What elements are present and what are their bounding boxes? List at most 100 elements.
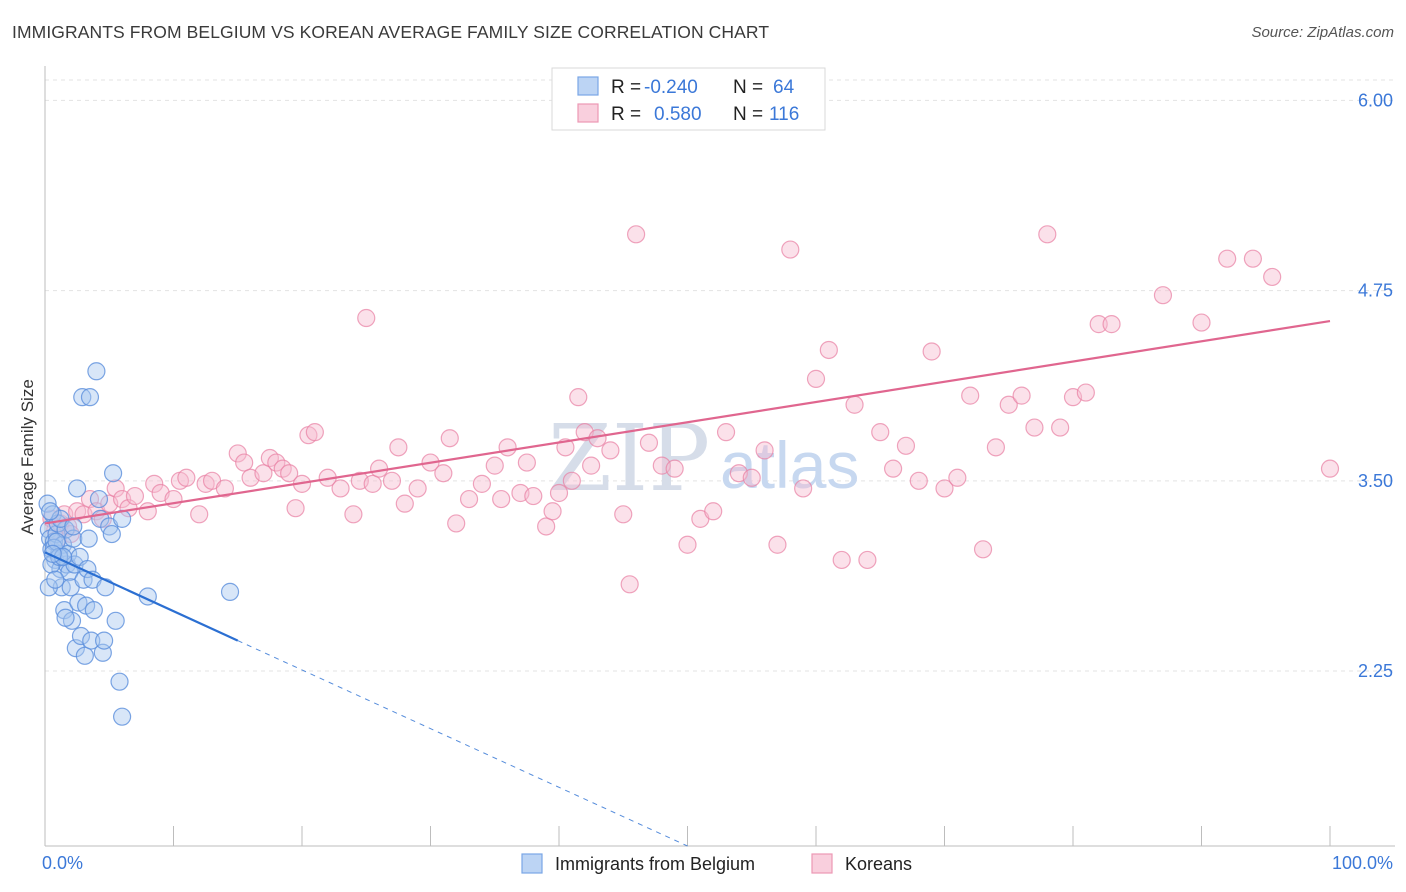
belgium-point-41 — [95, 631, 114, 650]
korean-point-116 — [1263, 267, 1282, 287]
korean-point-91 — [845, 395, 864, 414]
korean-point-38 — [305, 423, 324, 442]
korean-point-86 — [781, 240, 800, 259]
korean-point-114 — [1218, 249, 1237, 268]
trend-lines — [44, 319, 1331, 847]
korean-point-97 — [922, 342, 941, 361]
korean-point-80 — [704, 502, 723, 521]
belgium-point-32 — [79, 529, 98, 548]
legend-r-label-1: R = — [611, 77, 641, 98]
korean-point-101 — [973, 540, 993, 559]
belgium-point-46 — [106, 611, 125, 630]
korean-point-96 — [909, 471, 928, 490]
source-label: Source: ZipAtlas.com — [1251, 24, 1394, 41]
korean-point-75 — [639, 433, 659, 452]
korean-point-90 — [832, 550, 851, 570]
korean-point-41 — [344, 505, 363, 524]
x-tick-labels: 0.0% 100.0% — [42, 853, 1393, 873]
x-tick-label-0: 0.0% — [42, 853, 83, 873]
belgium-point-58 — [56, 608, 75, 627]
korean-point-83 — [742, 468, 761, 487]
korean-point-57 — [492, 489, 511, 509]
korean-point-22 — [177, 468, 196, 487]
korean-point-63 — [543, 502, 562, 521]
legend-swatch-belgium — [577, 76, 599, 96]
korean-point-13 — [106, 479, 125, 498]
korean-point-88 — [806, 369, 826, 388]
korean-point-72 — [614, 505, 633, 524]
belgium-point-33 — [80, 388, 100, 407]
korean-point-34 — [280, 464, 299, 483]
korean-point-46 — [382, 471, 402, 490]
korean-point-27 — [228, 444, 247, 463]
korean-point-61 — [524, 486, 543, 506]
y-tick-label-1: 3.50 — [1358, 471, 1393, 491]
belgium-points — [38, 362, 240, 726]
korean-point-92 — [858, 550, 877, 570]
korean-point-77 — [665, 459, 684, 478]
legend-r-value-2: 0.580 — [654, 104, 702, 125]
bottom-legend-swatch-koreans — [811, 853, 833, 874]
legend-n-value-2: 116 — [769, 104, 799, 125]
belgium-point-48 — [110, 672, 129, 691]
korean-point-102 — [986, 438, 1006, 457]
korean-point-51 — [434, 464, 453, 483]
y-tick-label-3: 6.00 — [1358, 90, 1393, 110]
belgium-point-27 — [73, 388, 92, 407]
belgium-point-42 — [96, 578, 115, 597]
legend-n-label-2: N = — [733, 104, 763, 125]
korean-point-71 — [601, 441, 620, 460]
korean-point-89 — [819, 340, 838, 360]
belgium-trend-line — [44, 551, 239, 642]
legend-r-label-2: R = — [611, 104, 641, 125]
korean-point-40 — [331, 479, 350, 498]
belgium-point-59 — [41, 502, 60, 521]
korean-point-117 — [1320, 459, 1340, 478]
korean-point-87 — [794, 479, 813, 498]
korean-point-47 — [389, 438, 408, 457]
korean-point-111 — [1102, 315, 1121, 334]
belgium-point-36 — [84, 601, 103, 620]
korean-point-48 — [395, 494, 414, 513]
belgium-point-38 — [89, 489, 109, 509]
korean-point-66 — [562, 471, 581, 490]
belgium-point-26 — [71, 626, 91, 646]
axes — [44, 66, 1395, 847]
x-tick-label-1: 100.0% — [1332, 853, 1393, 873]
korean-point-55 — [472, 474, 491, 493]
korean-point-78 — [678, 535, 697, 554]
bottom-legend-label-koreans: Koreans — [845, 854, 912, 874]
korean-point-44 — [363, 474, 382, 493]
belgium-point-62 — [220, 582, 240, 601]
belgium-point-50 — [39, 578, 58, 597]
belgium-point-49 — [112, 707, 132, 726]
korean-point-16 — [125, 486, 145, 506]
korean-point-56 — [485, 456, 504, 475]
koreans-trend-line — [44, 319, 1331, 525]
korean-point-49 — [408, 479, 427, 498]
korean-point-100 — [961, 386, 980, 405]
korean-point-18 — [145, 474, 164, 493]
korean-point-74 — [626, 225, 646, 244]
belgium-point-34 — [82, 631, 101, 650]
korean-point-73 — [620, 575, 639, 594]
korean-point-99 — [948, 468, 967, 487]
legend-swatch-koreans — [577, 103, 599, 123]
belgium-point-37 — [87, 362, 106, 381]
belgium-trend-extension — [237, 640, 688, 847]
korean-point-85 — [768, 535, 787, 554]
korean-point-81 — [716, 423, 736, 442]
korean-point-28 — [235, 453, 254, 472]
korean-point-113 — [1192, 313, 1211, 332]
bottom-legend-label-belgium: Immigrants from Belgium — [555, 854, 755, 874]
korean-point-45 — [370, 459, 389, 478]
korean-point-64 — [549, 483, 569, 503]
y-tick-label-0: 2.25 — [1358, 661, 1393, 681]
korean-point-95 — [896, 436, 916, 455]
korean-point-35 — [286, 499, 305, 518]
legend-r-value-1: -0.240 — [644, 77, 698, 98]
korean-point-104 — [1012, 386, 1031, 405]
korean-point-30 — [254, 464, 273, 483]
korean-point-53 — [447, 514, 466, 533]
korean-point-115 — [1243, 249, 1263, 268]
